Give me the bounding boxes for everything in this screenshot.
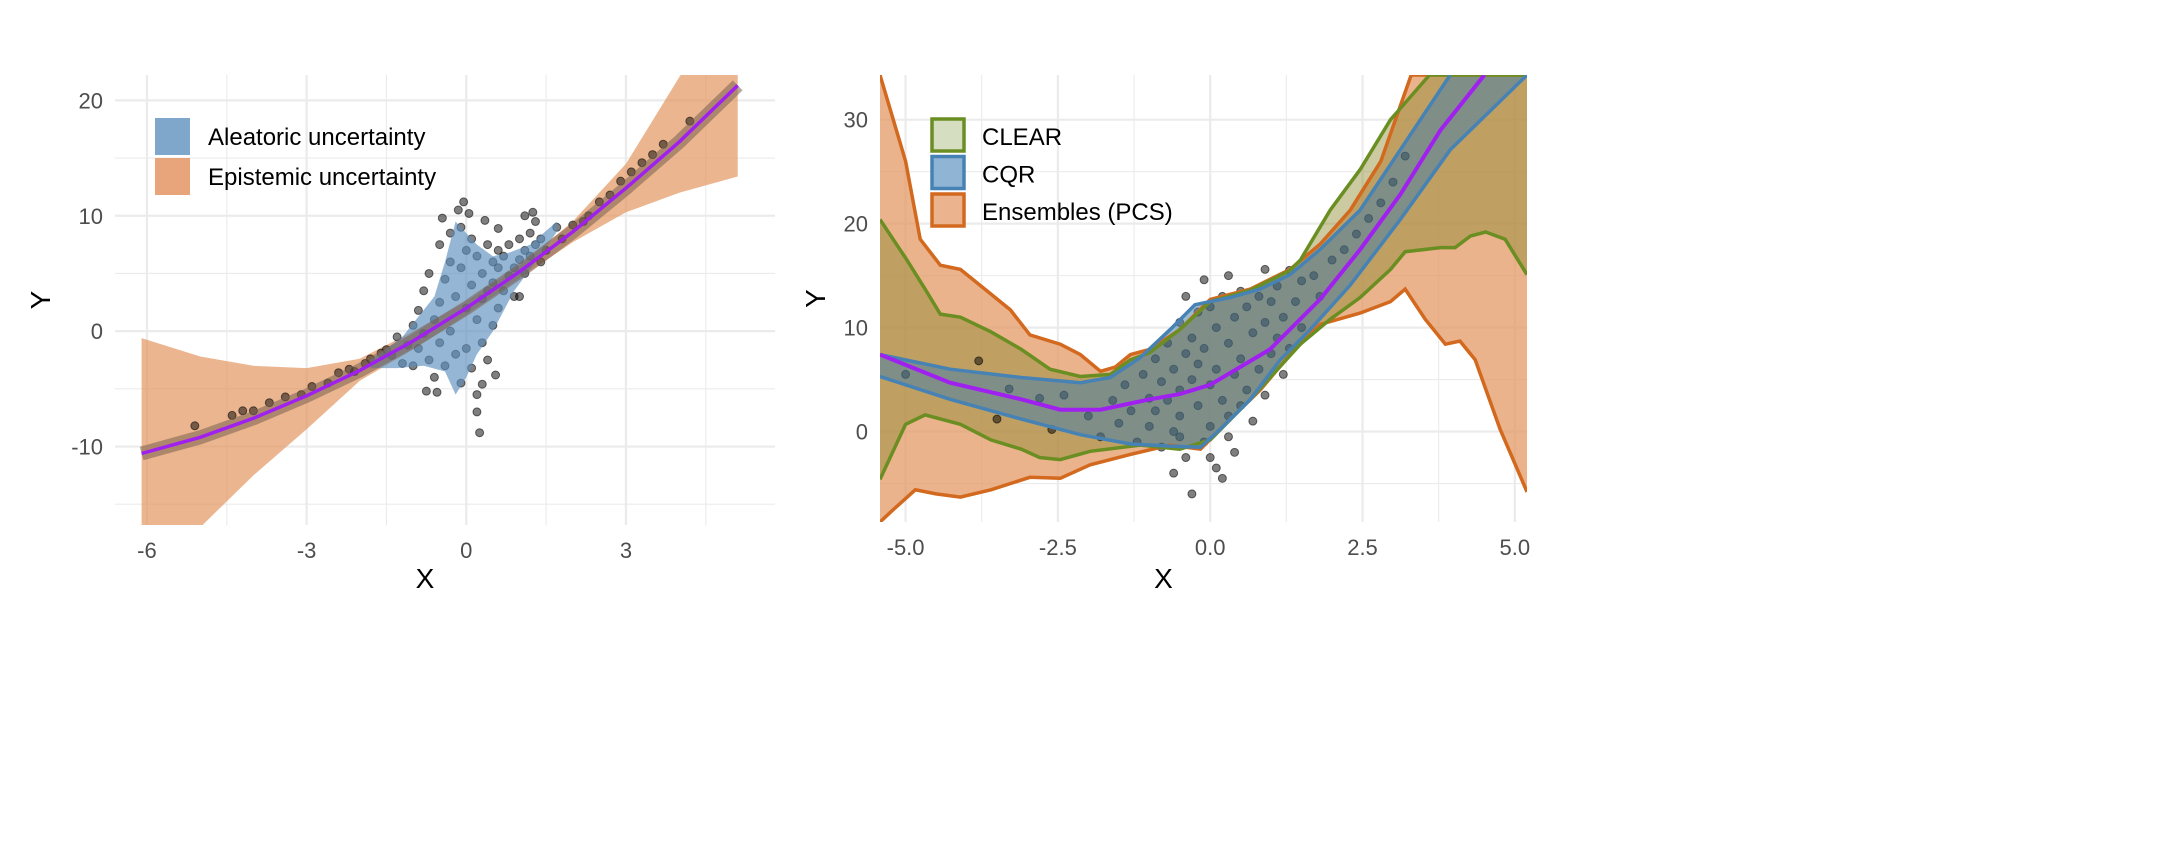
y-axis-label: Y — [25, 290, 56, 309]
data-point — [475, 428, 485, 438]
legend-key-aleatoric — [155, 118, 190, 155]
ensembles-upper-line — [880, 75, 1527, 374]
data-point — [472, 407, 482, 417]
data-point — [974, 356, 984, 366]
data-point — [413, 305, 423, 315]
x-tick-label: 3 — [620, 538, 632, 563]
y-tick-label: 10 — [79, 204, 103, 229]
data-point — [1223, 432, 1233, 442]
data-point — [525, 228, 535, 238]
fit-line — [880, 75, 1486, 412]
data-point — [1199, 275, 1209, 285]
x-tick-label: 2.5 — [1347, 535, 1378, 560]
data-point — [424, 268, 434, 278]
data-point — [504, 240, 514, 250]
y-tick-label: -10 — [71, 435, 103, 460]
legend: Aleatoric uncertainty Epistemic uncertain… — [155, 118, 436, 195]
legend-label: CLEAR — [982, 124, 1062, 151]
legend-key-cqr — [930, 154, 966, 191]
y-tick-label: 0 — [856, 420, 868, 445]
data-point — [1211, 463, 1221, 473]
data-point — [480, 215, 490, 225]
x-axis-label: X — [416, 563, 435, 594]
data-point — [238, 406, 248, 416]
data-point — [472, 390, 482, 400]
plot-area — [880, 75, 1527, 522]
data-point — [528, 207, 538, 217]
epistemic-band — [141, 75, 738, 525]
x-tick-label: 0.0 — [1195, 535, 1226, 560]
x-axis-label: X — [1154, 563, 1173, 594]
left-panel: -6 -3 0 3 20 10 0 -10 X Y Aleatoric uncertainty Epi… — [25, 75, 775, 594]
legend-key-epistemic — [155, 158, 190, 195]
data-point — [483, 240, 493, 250]
y-tick-label: 10 — [844, 316, 868, 341]
data-point — [1230, 447, 1240, 457]
data-point — [190, 421, 200, 431]
data-point — [477, 379, 487, 389]
legend-label: Ensembles (PCS) — [982, 199, 1173, 226]
x-tick-label: 0 — [460, 538, 472, 563]
data-point — [1248, 416, 1258, 426]
data-point — [464, 208, 474, 218]
data-point — [483, 355, 493, 365]
legend-label: Epistemic uncertainty — [208, 164, 436, 191]
data-point — [421, 386, 431, 396]
data-point — [1217, 473, 1227, 483]
data-point — [459, 197, 469, 207]
data-point — [530, 217, 540, 227]
data-point — [515, 292, 525, 302]
x-tick-label: 5.0 — [1500, 535, 1531, 560]
x-tick-label: -6 — [137, 538, 157, 563]
data-point — [1181, 291, 1191, 301]
legend: CLEAR CQR Ensembles (PCS) — [930, 117, 1173, 228]
data-point — [1169, 468, 1179, 478]
data-point — [432, 387, 442, 397]
cqr-lower-line — [880, 75, 1527, 449]
data-point — [453, 205, 463, 215]
data-point — [515, 234, 525, 244]
legend-key-clear — [930, 117, 966, 153]
y-tick-label: 0 — [91, 319, 103, 344]
right-panel: -5.0 -2.5 0.0 2.5 5.0 30 20 10 0 X Y CLEAR CQR Ensemb… — [800, 75, 1530, 594]
data-point — [429, 372, 439, 382]
x-tick-label: -3 — [297, 538, 317, 563]
data-point — [419, 286, 429, 296]
data-point — [435, 240, 445, 250]
data-point — [491, 370, 501, 380]
y-axis-label: Y — [800, 289, 831, 308]
data-point — [520, 211, 530, 221]
data-point — [493, 245, 503, 255]
cqr-upper-line — [880, 75, 1452, 385]
data-point — [1187, 489, 1197, 499]
legend-label: CQR — [982, 162, 1035, 189]
cqr-band — [880, 75, 1527, 448]
data-point — [992, 414, 1002, 424]
legend-label: Aleatoric uncertainty — [208, 124, 425, 151]
data-point — [1181, 453, 1191, 463]
legend-key-ensembles — [930, 192, 966, 228]
y-tick-label: 20 — [79, 88, 103, 113]
y-tick-label: 30 — [844, 108, 868, 133]
data-point — [1205, 453, 1215, 463]
data-point — [1260, 264, 1270, 274]
x-tick-label: -5.0 — [887, 535, 925, 560]
data-point — [493, 223, 503, 233]
x-tick-label: -2.5 — [1039, 535, 1077, 560]
plot-area — [139, 75, 743, 525]
data-point — [1278, 369, 1288, 379]
data-point — [437, 213, 447, 223]
y-tick-label: 20 — [844, 212, 868, 237]
data-point — [1223, 271, 1233, 281]
data-point — [1260, 390, 1270, 400]
fit-line — [141, 84, 739, 456]
